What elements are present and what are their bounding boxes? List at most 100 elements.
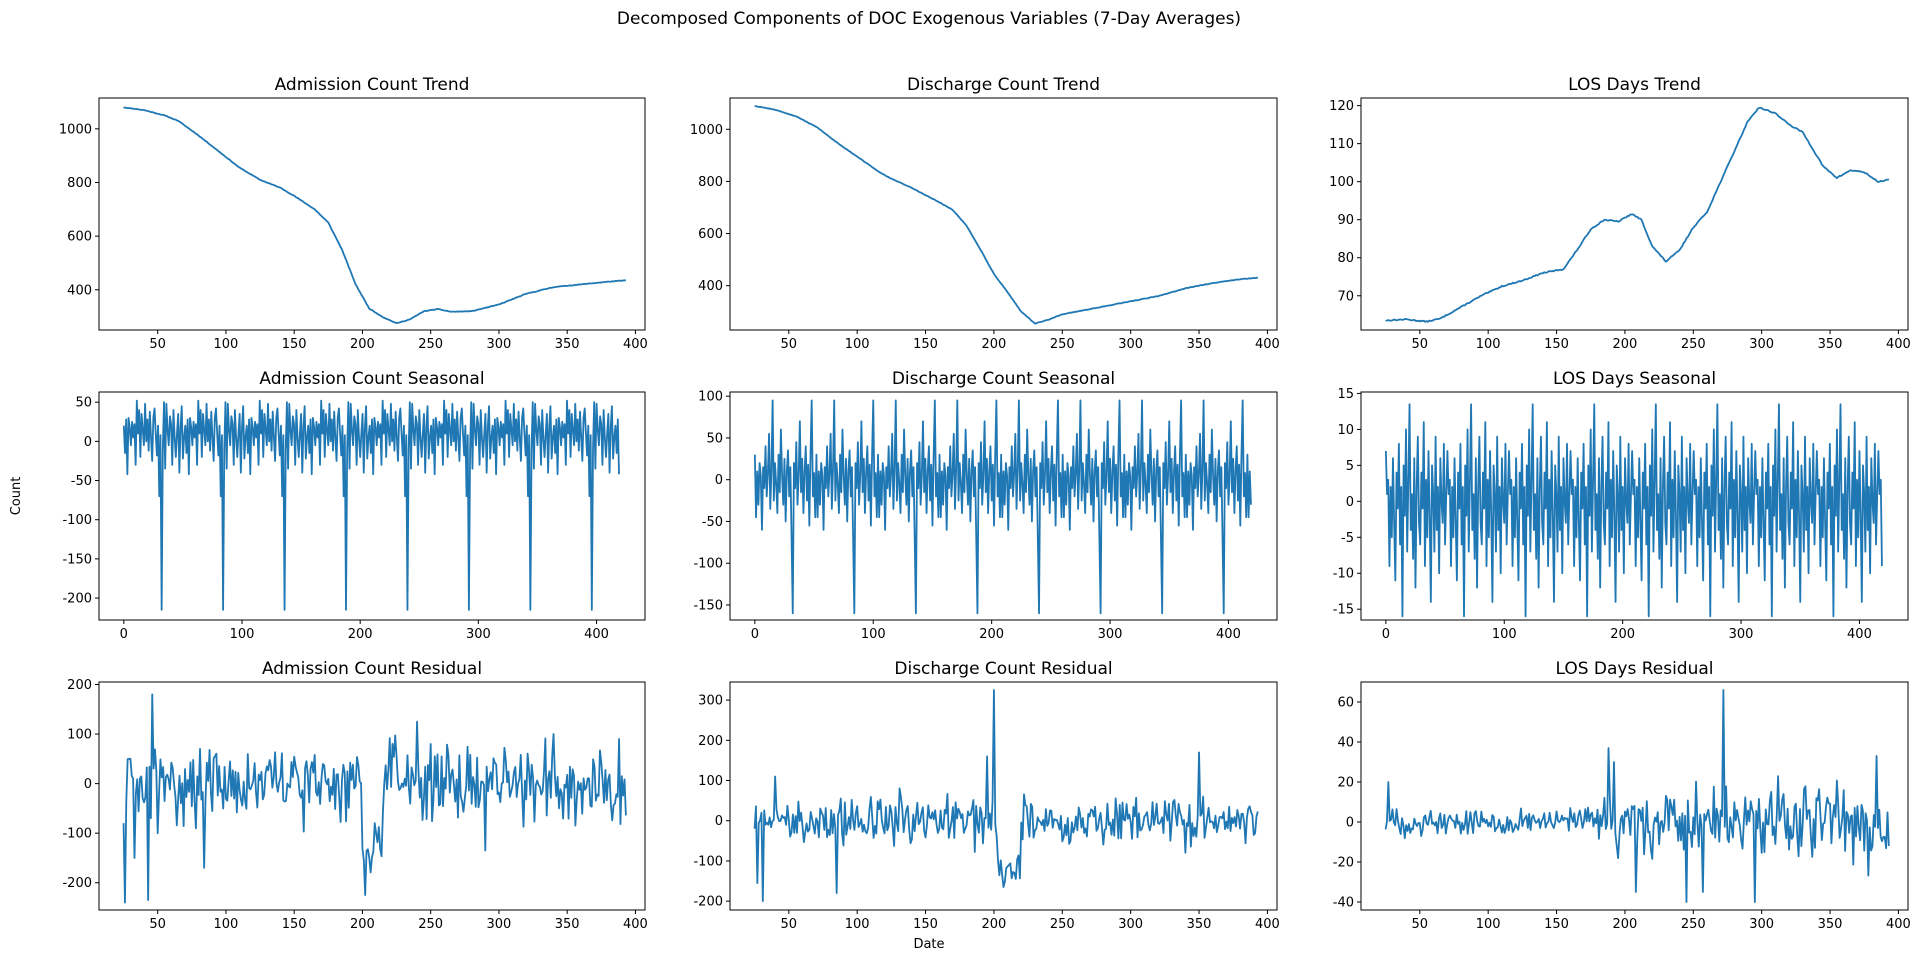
x-tick-label: 150	[913, 917, 938, 932]
subplot-6: LOS Days Seasonal 0 100 200 300 400 -15 -10 -5 0 5…	[1333, 369, 1909, 642]
subplot-7: Admission Count Residual 50 100 150 200 250 30…	[62, 659, 647, 932]
subplot-4: Admission Count Seasonal 0 100 200 300 400 -20…	[62, 369, 646, 642]
axes-frame	[98, 681, 646, 911]
x-tick-label: 400	[1255, 337, 1280, 352]
y-tick-label: -150	[62, 552, 92, 567]
y-tick-label: -150	[693, 598, 723, 613]
y-tick-label: -200	[693, 895, 723, 910]
y-tick-label: 0	[715, 473, 723, 488]
x-tick-label: 250	[1681, 337, 1706, 352]
x-tick-label: 300	[466, 627, 491, 642]
x-tick-label: 200	[979, 627, 1004, 642]
x-tick-label: 0	[1382, 627, 1390, 642]
series-line	[123, 106, 627, 324]
y-tick-label: 0	[715, 814, 723, 829]
x-tick-label: 350	[1187, 917, 1212, 932]
subplot-5: Discharge Count Seasonal 0 100 200 300 400 -15…	[693, 369, 1278, 642]
x-tick-label: 250	[1681, 917, 1706, 932]
y-tick-label: 20	[1337, 776, 1354, 791]
x-tick-label: 200	[1610, 627, 1635, 642]
y-tick-label: 10	[1337, 423, 1354, 438]
y-tick-label: 400	[67, 283, 92, 298]
y-tick-label: 80	[1337, 251, 1354, 266]
series-line	[753, 689, 1259, 903]
y-tick-label: 90	[1337, 213, 1354, 228]
x-tick-label: 100	[1476, 917, 1501, 932]
y-tick-label: 300	[698, 694, 723, 709]
y-tick-label: 800	[67, 176, 92, 191]
x-tick-label: 0	[751, 627, 759, 642]
subplot-2: Discharge Count Trend 50 100 150 200 250 300 35…	[690, 75, 1280, 352]
x-tick-label: 350	[1818, 337, 1843, 352]
y-tick-label: -100	[693, 854, 723, 869]
y-tick-label: 600	[67, 230, 92, 245]
subplot-8: Discharge Count Residual 50 100 150 200 250 30…	[693, 659, 1279, 932]
x-tick-label: 0	[120, 627, 128, 642]
series-line	[122, 399, 620, 611]
x-tick-label: 400	[1216, 627, 1241, 642]
y-tick-label: 0	[84, 777, 92, 792]
axes-frame	[729, 681, 1278, 911]
subplot-title: LOS Days Seasonal	[1553, 369, 1716, 389]
y-tick-label: 0	[1346, 495, 1354, 510]
subplot-title: Admission Count Trend	[275, 75, 470, 95]
subplot-title: Admission Count Residual	[262, 659, 482, 679]
x-tick-label: 400	[1255, 917, 1280, 932]
y-tick-label: 40	[1337, 736, 1354, 751]
x-tick-label: 200	[350, 917, 375, 932]
x-tick-label: 300	[1749, 337, 1774, 352]
x-tick-label: 400	[584, 627, 609, 642]
x-tick-label: 150	[913, 337, 938, 352]
x-tick-label: 200	[982, 917, 1007, 932]
x-tick-label: 100	[214, 917, 239, 932]
x-tick-label: 100	[861, 627, 886, 642]
x-tick-label: 250	[418, 917, 443, 932]
x-tick-label: 50	[1412, 917, 1429, 932]
x-tick-label: 250	[418, 337, 443, 352]
x-tick-label: 200	[350, 337, 375, 352]
y-tick-label: 600	[698, 227, 723, 242]
y-tick-label: 200	[698, 734, 723, 749]
x-tick-label: 300	[1118, 917, 1143, 932]
series-line	[1384, 403, 1883, 618]
y-tick-label: 50	[75, 396, 92, 411]
y-tick-label: -15	[1333, 603, 1354, 618]
y-tick-label: 800	[698, 175, 723, 190]
y-tick-label: 0	[1346, 816, 1354, 831]
x-tick-label: 250	[1050, 337, 1075, 352]
x-tick-label: 50	[781, 917, 798, 932]
subplot-3: LOS Days Trend 50 100 150 200 250 300 350 400 70 8…	[1329, 75, 1911, 352]
series-line	[754, 105, 1258, 325]
x-tick-label: 100	[1476, 337, 1501, 352]
y-tick-label: 100	[1329, 175, 1354, 190]
series-line	[753, 399, 1252, 615]
x-tick-label: 400	[623, 917, 648, 932]
x-tick-label: 100	[845, 337, 870, 352]
x-tick-label: 300	[1098, 627, 1123, 642]
y-tick-label: -50	[71, 474, 92, 489]
subplot-title: LOS Days Trend	[1568, 75, 1701, 95]
x-tick-label: 200	[1613, 337, 1638, 352]
y-tick-label: 60	[1337, 696, 1354, 711]
y-tick-label: 120	[1329, 99, 1354, 114]
x-tick-label: 100	[214, 337, 239, 352]
x-tick-label: 400	[1886, 917, 1911, 932]
x-tick-label: 300	[1118, 337, 1143, 352]
x-tick-label: 50	[781, 337, 798, 352]
x-tick-label: 400	[623, 337, 648, 352]
x-tick-label: 350	[1187, 337, 1212, 352]
x-tick-label: 150	[282, 337, 307, 352]
y-tick-label: 100	[67, 728, 92, 743]
subplot-title: Discharge Count Residual	[894, 659, 1112, 679]
y-tick-label: -10	[1333, 567, 1354, 582]
y-tick-label: 50	[706, 431, 723, 446]
y-tick-label: -50	[702, 515, 723, 530]
x-tick-label: 200	[982, 337, 1007, 352]
y-tick-label: 15	[1337, 387, 1354, 402]
x-tick-label: 350	[555, 337, 580, 352]
x-tick-label: 200	[348, 627, 373, 642]
x-tick-label: 300	[487, 917, 512, 932]
y-tick-label: -100	[62, 827, 92, 842]
